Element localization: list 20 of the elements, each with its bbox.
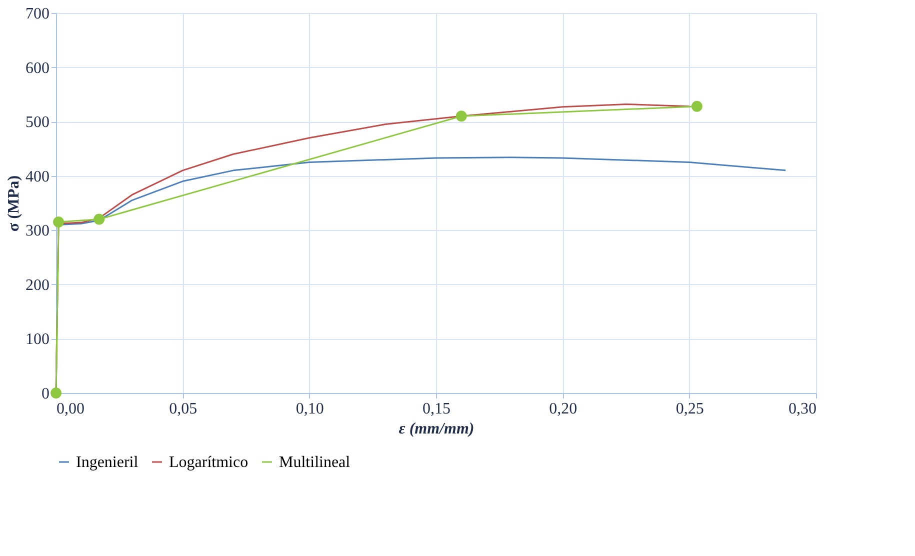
legend-label: Ingenieril [76, 454, 139, 471]
y-tick-label: 300 [26, 222, 50, 240]
x-tick-label: 0,15 [422, 400, 450, 418]
y-tick-label: 700 [26, 6, 50, 22]
x-axis-title: ε (mm/mm) [398, 420, 474, 438]
y-tick-label: 400 [26, 168, 50, 186]
y-tick-label: 500 [26, 114, 50, 132]
legend-label: Multilineal [279, 454, 351, 471]
y-tick-label: 100 [26, 331, 50, 348]
y-tick-label: 0 [42, 386, 50, 402]
y-tick-label: 200 [26, 276, 50, 294]
x-tick-label: 0,10 [296, 400, 324, 418]
y-tick-label: 600 [26, 60, 50, 77]
x-tick-label: 0,30 [788, 400, 816, 418]
x-tick-label: 0,00 [56, 400, 84, 418]
x-tick-label: 0,05 [169, 400, 198, 418]
x-tick-label: 0,25 [676, 400, 704, 418]
legend-label: Logarítmico [169, 454, 248, 471]
y-axis-title: σ (MPa) [6, 175, 22, 232]
x-tick-label: 0,20 [549, 400, 578, 418]
